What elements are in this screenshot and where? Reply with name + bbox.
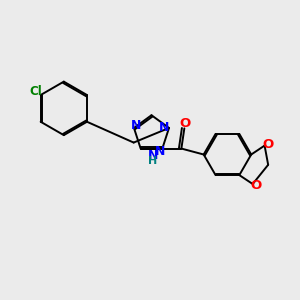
- Text: H: H: [148, 156, 158, 166]
- Text: N: N: [158, 122, 169, 134]
- Text: Cl: Cl: [30, 85, 43, 98]
- Text: O: O: [262, 138, 274, 151]
- Text: N: N: [148, 148, 158, 162]
- Text: O: O: [250, 179, 262, 192]
- Text: N: N: [154, 145, 165, 158]
- Text: O: O: [179, 116, 191, 130]
- Text: N: N: [130, 119, 141, 132]
